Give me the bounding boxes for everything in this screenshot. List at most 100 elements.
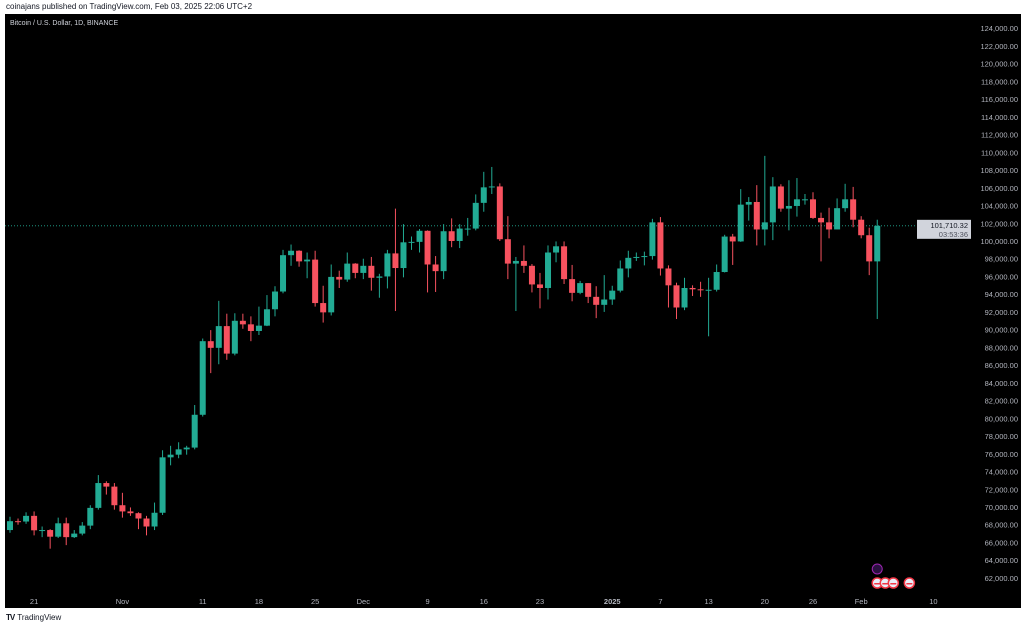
price-axis-label: 96,000.00 <box>985 272 1018 281</box>
candle-body <box>31 515 38 531</box>
candle-body <box>271 291 278 310</box>
candle-body <box>255 325 262 331</box>
candle-body <box>384 253 391 277</box>
candle-body <box>143 518 150 527</box>
time-axis-label: Nov <box>116 597 130 606</box>
candle-body <box>448 231 455 241</box>
candle-body <box>713 272 720 290</box>
candle-body <box>617 268 624 291</box>
chart-pane[interactable]: 62,000.00 64,000.00 66,000.00 68,000.00 70,0… <box>5 14 1021 608</box>
candle-body <box>561 246 568 280</box>
price-axis-label: 102,000.00 <box>980 219 1018 228</box>
candle-body <box>585 283 592 297</box>
publish-info: coinajans published on TradingView.com, … <box>6 2 253 11</box>
candle-body <box>263 309 270 326</box>
time-axis-label: 23 <box>536 597 544 606</box>
candle-body <box>681 287 688 308</box>
flag-stripe <box>882 583 889 585</box>
candle-body <box>344 263 351 280</box>
price-axis-label: 112,000.00 <box>981 131 1018 140</box>
candle-body <box>488 186 495 188</box>
candle-body <box>609 290 616 300</box>
candle-body <box>625 257 632 269</box>
candle-body <box>504 239 511 264</box>
candle-body <box>697 289 704 291</box>
price-axis-label: 66,000.00 <box>985 538 1018 547</box>
price-axis-label: 104,000.00 <box>980 202 1018 211</box>
price-axis-label: 84,000.00 <box>985 379 1018 388</box>
price-axis-label: 82,000.00 <box>985 397 1018 406</box>
candle-body <box>665 268 672 286</box>
candle-body <box>874 225 881 262</box>
candle-body <box>480 187 487 203</box>
candle-body <box>689 287 696 290</box>
candle-body <box>239 320 246 325</box>
brand-name: TradingView <box>17 613 62 622</box>
candle-body <box>785 205 792 209</box>
price-axis-label: 118,000.00 <box>981 77 1018 86</box>
candle-body <box>705 289 712 291</box>
price-axis-label: 94,000.00 <box>985 290 1018 299</box>
candle-body <box>793 199 800 206</box>
tradingview-logo-icon: TV <box>6 613 15 622</box>
candle-body <box>39 530 46 532</box>
candle-body <box>737 204 744 242</box>
candle-body <box>569 279 576 293</box>
candle-body <box>577 283 584 293</box>
flag-stripe <box>890 583 897 585</box>
candlestick-chart[interactable]: 62,000.00 64,000.00 66,000.00 68,000.00 70,0… <box>5 14 1021 608</box>
candle-body <box>111 486 118 506</box>
candle-body <box>87 507 94 526</box>
candle-body <box>496 186 503 240</box>
candle-body <box>424 230 431 265</box>
price-axis-label: 72,000.00 <box>985 485 1018 494</box>
candle-body <box>408 241 415 243</box>
candle-body <box>55 523 62 537</box>
candle-body <box>296 250 303 262</box>
candle-body <box>191 414 198 448</box>
candle-body <box>545 252 552 288</box>
candle-body <box>657 222 664 269</box>
price-axis-label: 76,000.00 <box>985 450 1018 459</box>
candle-body <box>512 260 519 264</box>
price-axis-label: 116,000.00 <box>981 95 1018 104</box>
countdown-label: 03:53:36 <box>939 230 968 239</box>
candle-body <box>777 186 784 209</box>
candle-body <box>320 303 327 313</box>
candle-body <box>167 454 174 458</box>
flag-stripe <box>874 583 881 585</box>
candle-body <box>199 341 206 415</box>
candle-body <box>360 265 367 273</box>
candle-body <box>175 449 182 455</box>
candle-body <box>601 299 608 305</box>
candle-body <box>866 235 873 262</box>
time-axis-label: 13 <box>704 597 712 606</box>
candle-body <box>304 259 311 262</box>
candle-body <box>633 256 640 258</box>
candle-body <box>834 208 841 230</box>
candle-body <box>7 521 13 531</box>
price-axis-label: 100,000.00 <box>980 237 1018 246</box>
price-axis-label: 90,000.00 <box>985 326 1018 335</box>
candle-body <box>761 222 768 230</box>
candle-body <box>63 523 70 538</box>
candle-body <box>183 447 190 450</box>
candle-body <box>336 276 343 280</box>
candle-body <box>151 512 158 527</box>
price-axis-label: 64,000.00 <box>985 556 1018 565</box>
candle-body <box>288 250 295 256</box>
candle-body <box>47 530 54 537</box>
candle-body <box>352 263 359 273</box>
candle-body <box>528 265 535 285</box>
candle-body <box>810 199 816 218</box>
time-axis-label: 25 <box>311 597 319 606</box>
price-axis-label: 114,000.00 <box>981 113 1018 122</box>
candle-body <box>135 513 142 519</box>
last-price-label-box <box>917 219 971 239</box>
candle-body <box>673 285 680 308</box>
candle-body <box>721 236 728 273</box>
candle-body <box>280 255 287 292</box>
price-axis-label: 110,000.00 <box>981 148 1018 157</box>
time-axis-label: 7 <box>658 597 662 606</box>
price-axis-label: 98,000.00 <box>985 255 1018 264</box>
